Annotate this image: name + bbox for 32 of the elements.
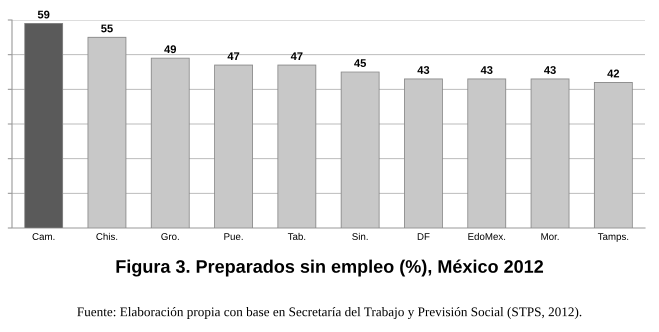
bar xyxy=(340,72,380,228)
data-label: 55 xyxy=(101,24,113,32)
bar xyxy=(277,64,316,228)
bar xyxy=(24,23,64,228)
data-label: 45 xyxy=(354,59,366,68)
bar xyxy=(594,82,633,228)
data-label: 47 xyxy=(290,52,303,60)
data-label: 43 xyxy=(544,66,556,74)
data-label: 47 xyxy=(228,52,240,60)
data-label: 43 xyxy=(480,66,493,74)
data-label: 42 xyxy=(607,70,620,78)
data-label: 43 xyxy=(417,66,430,74)
data-label: 49 xyxy=(164,45,176,54)
x-tick-label: Chis. xyxy=(96,232,118,240)
x-tick-label: Tab. xyxy=(288,232,306,240)
x-tick-label: Mor. xyxy=(541,233,559,240)
bar xyxy=(467,78,506,228)
x-tick-label: EdoMex. xyxy=(468,232,506,240)
bar xyxy=(88,36,126,228)
text: Figura 3. Preparados sin empleo (%), México 2012 xyxy=(116,259,544,277)
bar xyxy=(150,58,190,228)
x-tick-label: Sin. xyxy=(352,232,368,240)
bar xyxy=(404,78,443,228)
x-tick-label: Gro. xyxy=(161,233,179,240)
source-note: Fuente: Elaboración propia con base en Secretaría del Trabajo y Previsión Social (STPS, 2012). xyxy=(77,306,582,320)
bar xyxy=(214,64,253,228)
x-tick-label: Cam. xyxy=(32,233,54,240)
x-tick-label: DF xyxy=(418,233,430,240)
x-tick-label: Pue. xyxy=(224,233,243,240)
x-tick-label: Tamps. xyxy=(598,233,628,242)
data-label: 59 xyxy=(38,10,50,18)
bar xyxy=(530,78,570,228)
